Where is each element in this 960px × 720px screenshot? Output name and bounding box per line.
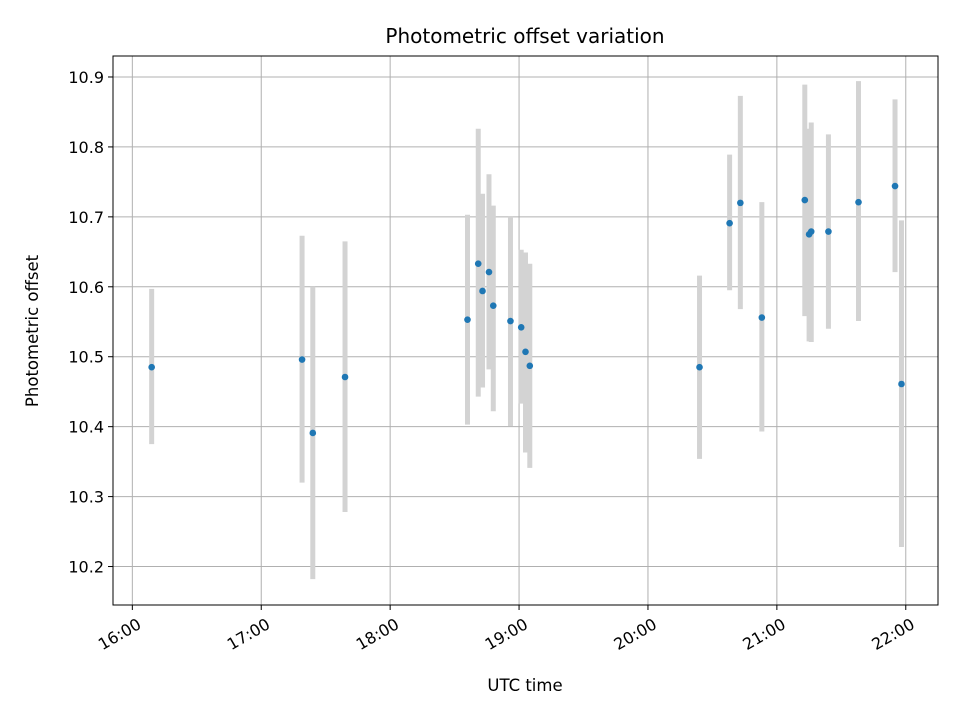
data-point <box>464 316 471 323</box>
data-point <box>479 287 486 295</box>
data-points <box>148 182 905 437</box>
data-point <box>737 199 744 207</box>
y-tick-label: 10.3 <box>68 488 104 507</box>
y-axis-ticks: 10.2 10.3 10.4 10.5 10.6 10.7 10.8 10.9 <box>68 68 113 577</box>
data-point <box>726 219 733 227</box>
data-point <box>298 356 306 363</box>
y-axis-label: Photometric offset <box>23 254 42 407</box>
data-point <box>148 363 155 371</box>
data-point <box>309 429 317 437</box>
y-tick-label: 10.7 <box>68 208 104 227</box>
data-point <box>891 182 899 190</box>
x-axis-label: UTC time <box>487 676 562 695</box>
data-point <box>696 363 703 371</box>
data-point <box>855 198 862 206</box>
y-tick-label: 10.9 <box>68 68 104 87</box>
data-point <box>526 362 534 370</box>
data-point <box>507 317 514 325</box>
y-tick-label: 10.5 <box>68 348 104 367</box>
data-point <box>898 380 905 388</box>
data-point <box>517 324 525 331</box>
data-point <box>485 268 493 276</box>
data-point <box>758 314 766 321</box>
y-tick-label: 10.6 <box>68 278 104 297</box>
data-point <box>341 373 349 381</box>
y-tick-label: 10.4 <box>68 418 104 437</box>
data-point <box>522 348 529 356</box>
data-point <box>807 228 815 235</box>
y-tick-label: 10.8 <box>68 138 104 157</box>
data-point <box>474 260 482 268</box>
data-point <box>489 302 497 309</box>
plot-frame <box>112 55 939 606</box>
y-tick-label: 10.2 <box>68 558 104 577</box>
data-point <box>801 196 809 204</box>
data-point <box>825 228 832 235</box>
chart-title: Photometric offset variation <box>385 24 664 48</box>
